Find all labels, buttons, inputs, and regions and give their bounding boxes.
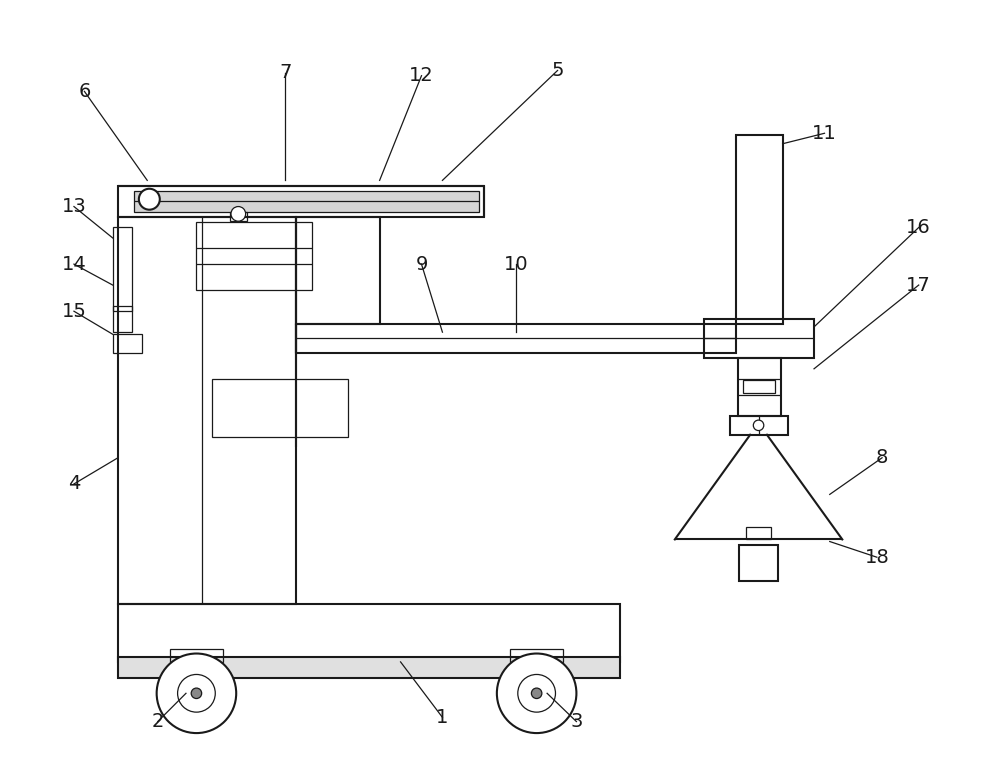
Bar: [510, 649, 563, 662]
Text: 6: 6: [78, 82, 91, 101]
Bar: [212, 379, 348, 437]
Bar: [134, 191, 479, 211]
Bar: [739, 544, 778, 581]
Text: 15: 15: [62, 301, 86, 321]
Bar: [738, 358, 781, 416]
Text: 18: 18: [864, 548, 889, 567]
Bar: [743, 381, 775, 393]
Text: 3: 3: [570, 712, 583, 731]
Text: 16: 16: [906, 218, 931, 237]
Text: 13: 13: [62, 197, 86, 216]
Text: 5: 5: [551, 61, 564, 80]
Bar: [118, 604, 620, 662]
Text: 7: 7: [279, 63, 292, 82]
Circle shape: [753, 420, 764, 431]
Circle shape: [497, 654, 576, 733]
Circle shape: [518, 674, 555, 712]
Text: 17: 17: [906, 275, 931, 295]
Circle shape: [139, 188, 160, 210]
Bar: [113, 335, 142, 353]
Text: 1: 1: [436, 708, 449, 727]
Bar: [704, 318, 814, 358]
Bar: [118, 217, 296, 604]
Bar: [113, 228, 132, 311]
Bar: [736, 135, 783, 324]
Text: 9: 9: [415, 255, 428, 274]
Bar: [296, 324, 736, 353]
Bar: [170, 649, 223, 662]
Bar: [113, 306, 132, 332]
Circle shape: [231, 207, 246, 221]
Circle shape: [157, 654, 236, 733]
Text: 11: 11: [812, 124, 837, 143]
Bar: [118, 657, 620, 677]
Bar: [118, 185, 484, 217]
Circle shape: [178, 674, 215, 712]
Bar: [196, 222, 312, 290]
Text: 10: 10: [503, 255, 528, 274]
Text: 4: 4: [68, 474, 80, 494]
Text: 12: 12: [409, 66, 434, 85]
Text: 14: 14: [62, 255, 86, 274]
Circle shape: [531, 688, 542, 698]
Text: 2: 2: [152, 712, 164, 731]
Bar: [730, 416, 788, 434]
Bar: [746, 527, 771, 539]
Bar: [296, 217, 380, 324]
Text: 8: 8: [876, 448, 888, 468]
Circle shape: [191, 688, 202, 698]
Bar: [230, 211, 247, 221]
